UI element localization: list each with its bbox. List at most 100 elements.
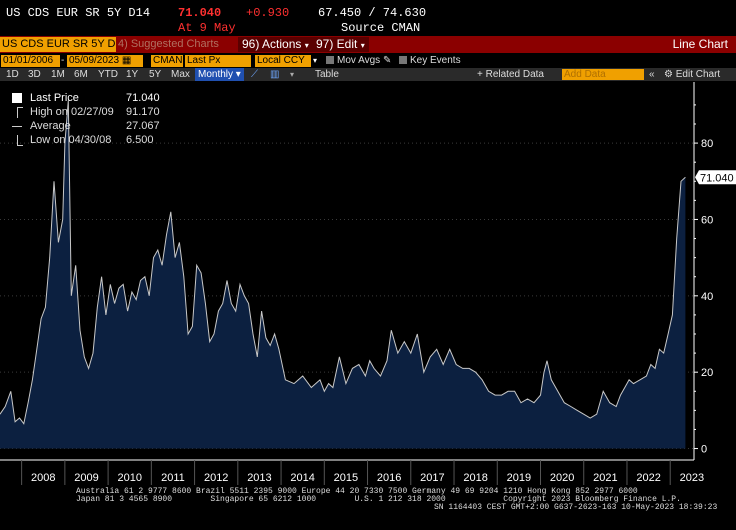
x-tick-label: 2011 <box>161 472 185 484</box>
period-5y[interactable]: 5Y <box>149 69 162 80</box>
add-data-input[interactable]: Add Data <box>562 69 644 80</box>
high-marker-icon <box>17 107 23 118</box>
square-icon <box>12 93 22 103</box>
edit-label: 97) Edit <box>316 37 358 51</box>
quote-time: At 9 May <box>178 21 236 35</box>
x-tick-label: 2017 <box>420 472 444 484</box>
legend-label: High on 02/27/09 <box>30 106 114 118</box>
start-date-input[interactable]: 01/01/2006 <box>1 55 60 67</box>
y-tick-label: 40 <box>701 291 713 303</box>
actions-label: 96) Actions <box>242 37 302 51</box>
end-date-value: 05/09/2023 <box>69 55 120 66</box>
suggested-charts-button[interactable]: 4) Suggested Charts <box>118 38 219 50</box>
period-1y[interactable]: 1Y <box>126 69 139 80</box>
line-chart-icon[interactable]: ⟋ <box>251 69 258 80</box>
legend-label: Last Price <box>30 92 79 104</box>
average-line-icon <box>12 126 22 127</box>
period-ytd[interactable]: YTD <box>98 69 118 80</box>
last-value-tag <box>695 170 736 185</box>
legend-value: 27.067 <box>126 120 160 132</box>
legend-value: 71.040 <box>126 92 160 104</box>
table-button[interactable]: Table <box>315 69 339 80</box>
period-6m[interactable]: 6M <box>74 69 88 80</box>
x-tick-label: 2021 <box>593 472 617 484</box>
command-bar: US CDS EUR SR 5Y D1 4) Suggested Charts … <box>0 36 736 53</box>
edit-menu[interactable]: 97) Edit ▾ <box>312 37 369 52</box>
x-tick-label: 2010 <box>117 472 141 484</box>
edit-chart-button[interactable]: ⚙ Edit Chart <box>664 68 720 81</box>
mov-avgs-label: Mov Avgs <box>337 55 381 66</box>
x-tick-label: 2008 <box>31 472 55 484</box>
quote-header: US CDS EUR SR 5Y D14 71.040 +0.930 67.45… <box>0 0 736 36</box>
chevron-down-icon: ▾ <box>304 41 309 50</box>
chart-type-title: Line Chart <box>672 37 728 51</box>
key-events-label: Key Events <box>410 55 461 66</box>
end-date-input[interactable]: 05/09/2023 ▦ <box>67 55 143 67</box>
chevron-down-icon: ▾ <box>360 41 365 50</box>
chevron-down-icon[interactable]: ▾ <box>313 56 318 65</box>
ticker-field[interactable]: US CDS EUR SR 5Y D1 <box>0 37 116 52</box>
field-select[interactable]: Last Px <box>185 55 251 67</box>
x-axis: 2008 2009 2010 2011 2012 2013 2014 2015 2016 2017… <box>0 459 704 485</box>
period-1m[interactable]: 1M <box>51 69 65 80</box>
low-marker-icon <box>17 135 23 146</box>
last-price: 71.040 <box>178 6 222 20</box>
period-max[interactable]: Max <box>171 69 190 80</box>
legend-value: 6.500 <box>126 134 154 146</box>
x-tick-label: 2015 <box>334 472 358 484</box>
frequency-select[interactable]: Monthly ▾ <box>195 68 244 81</box>
day-range: 67.450 / 74.630 <box>318 6 427 20</box>
period-3d[interactable]: 3D <box>28 69 41 80</box>
actions-menu[interactable]: 96) Actions ▾ <box>238 37 313 52</box>
date-separator: - <box>61 55 65 66</box>
x-tick-label: 2009 <box>74 472 98 484</box>
checkbox-icon <box>399 56 407 64</box>
x-tick-label: 2018 <box>463 472 487 484</box>
x-tick-label: 2013 <box>247 472 271 484</box>
footer: Australia 61 2 9777 8600 Brazil 5511 239… <box>0 486 736 530</box>
key-events-toggle[interactable]: Key Events <box>399 55 461 67</box>
x-tick-label: 2014 <box>290 472 314 484</box>
legend-label: Low on 04/30/08 <box>30 134 112 146</box>
checkbox-icon <box>326 56 334 64</box>
footer-session: SN 1164403 CEST GMT+2:00 G637-2623-163 1… <box>434 503 718 512</box>
pencil-icon: ✎ <box>382 55 392 66</box>
collapse-icon[interactable]: « <box>649 69 655 80</box>
legend-label: Average <box>30 120 71 132</box>
price-area <box>0 100 686 449</box>
currency-select[interactable]: Local CCY <box>255 55 311 67</box>
footer-contacts-1: Australia 61 2 9777 8600 Brazil 5511 239… <box>76 487 638 496</box>
frequency-value: Monthly <box>198 69 234 80</box>
chevron-down-icon[interactable]: ▾ <box>290 70 295 79</box>
source-input[interactable]: CMAN <box>151 55 183 67</box>
mov-avgs-toggle[interactable]: Mov Avgs ✎ <box>326 55 391 67</box>
y-tick-label: 60 <box>701 214 713 226</box>
y-tick-label: 20 <box>701 367 713 379</box>
last-value-marker: 71.040 <box>695 170 736 185</box>
y-tick-label: 80 <box>701 138 713 150</box>
x-tick-label: 2022 <box>636 472 660 484</box>
x-tick-label: 2016 <box>377 472 401 484</box>
settings-icon: ⚙ <box>664 69 673 80</box>
quote-source: Source CMAN <box>341 21 421 35</box>
period-1d[interactable]: 1D <box>6 69 19 80</box>
last-value-label: 71.040 <box>700 172 734 184</box>
footer-contacts-2: Japan 81 3 4565 8900 Singapore 65 6212 1… <box>76 495 681 504</box>
x-tick-label: 2012 <box>204 472 228 484</box>
calendar-icon: ▦ <box>121 55 132 66</box>
x-tick-label: 2023 <box>680 472 704 484</box>
chart-style-icon[interactable]: ▥ <box>270 69 280 80</box>
related-data-button[interactable]: + Related Data <box>477 69 544 80</box>
x-tick-label: 2020 <box>550 472 574 484</box>
period-toolbar: 1D 3D 1M 6M YTD 1Y 5Y Max Monthly ▾ ⟋ ▥ … <box>0 68 736 81</box>
price-change: +0.930 <box>246 6 290 20</box>
x-tick-label: 2019 <box>507 472 531 484</box>
y-tick-label: 0 <box>701 444 707 456</box>
y-axis: 0 20 40 60 80 <box>693 82 713 460</box>
edit-chart-label: Edit Chart <box>675 69 721 80</box>
security-name[interactable]: US CDS EUR SR 5Y D14 <box>6 6 151 20</box>
controls-row: 01/01/2006 - 05/09/2023 ▦ CMAN Last Px L… <box>0 54 736 68</box>
price-line <box>0 100 686 425</box>
legend-value: 91.170 <box>126 106 160 118</box>
